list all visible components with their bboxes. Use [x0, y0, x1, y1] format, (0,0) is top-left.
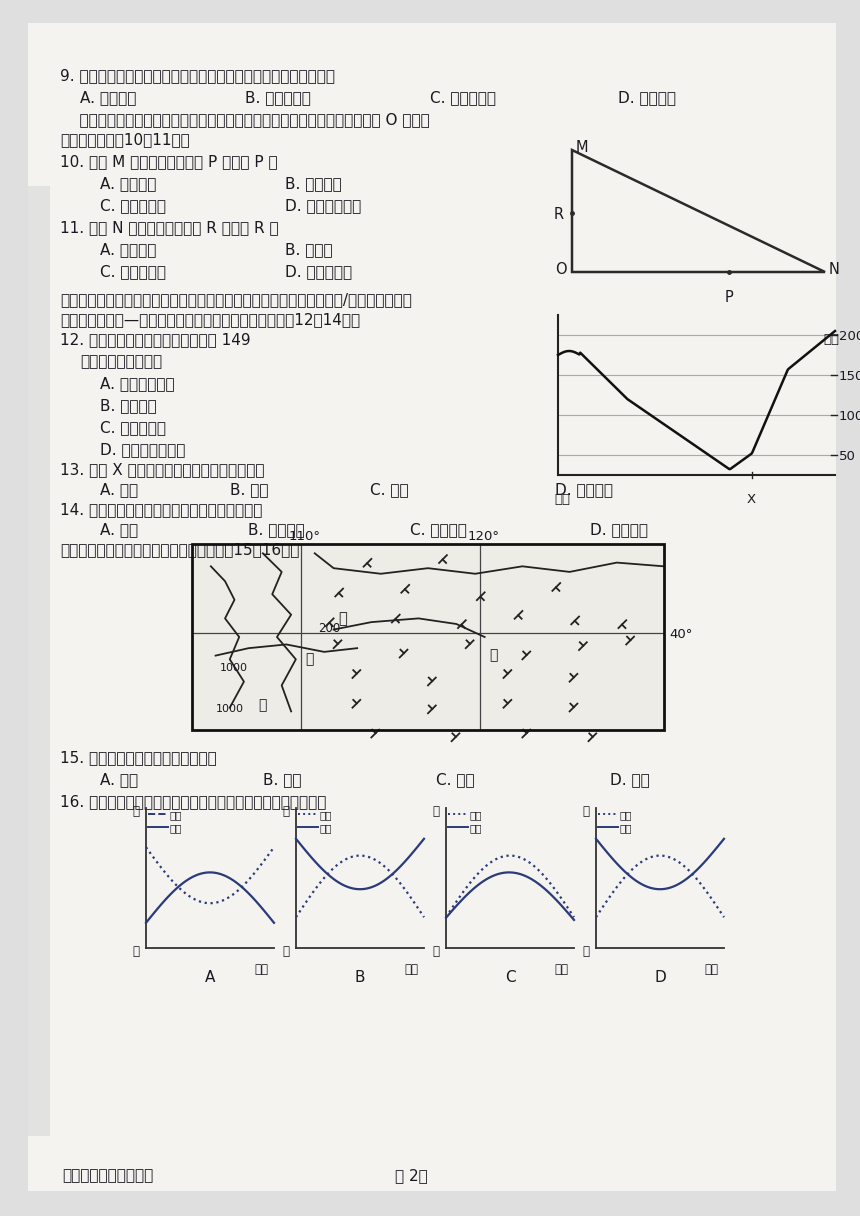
Text: 110°: 110° — [289, 530, 321, 544]
Text: 100: 100 — [839, 410, 860, 423]
Text: 14. 阿里地区有效风功率不及台北，最有可能是: 14. 阿里地区有效风功率不及台北，最有可能是 — [60, 502, 262, 517]
Text: 气温: 气温 — [170, 810, 182, 820]
Text: 气压: 气压 — [620, 823, 632, 833]
Text: C. 汽车制造业: C. 汽车制造业 — [430, 90, 496, 105]
Text: A. 甲地: A. 甲地 — [100, 772, 138, 787]
Text: 9. 模块化施工方式可由全球多地工厂制造，下列企业与其类似的是: 9. 模块化施工方式可由全球多地工厂制造，下列企业与其类似的是 — [60, 68, 335, 83]
Text: 120°: 120° — [468, 530, 500, 544]
Text: 台北: 台北 — [823, 333, 839, 347]
Text: R: R — [554, 208, 564, 223]
Text: 下图为城市三大主要功能区空间分布示意图，三角形边长为相对距离，其中 O 点地租: 下图为城市三大主要功能区空间分布示意图，三角形边长为相对距离，其中 O 点地租 — [60, 112, 430, 126]
Text: B: B — [354, 970, 366, 985]
Text: 气压: 气压 — [170, 823, 182, 833]
Text: C. 大风日数: C. 大风日数 — [410, 522, 467, 537]
Text: B. 海拔: B. 海拔 — [230, 482, 268, 497]
Text: C. 纬度: C. 纬度 — [370, 482, 408, 497]
Text: 1000: 1000 — [220, 663, 249, 672]
Text: 低: 低 — [582, 945, 589, 958]
Text: A. 棉纺工业: A. 棉纺工业 — [80, 90, 137, 105]
Text: 气温: 气温 — [620, 810, 632, 820]
Text: 低: 低 — [432, 945, 439, 958]
Text: 高: 高 — [582, 805, 589, 818]
Text: B. 玩具生产厂: B. 玩具生产厂 — [245, 90, 310, 105]
Text: D: D — [654, 970, 666, 985]
Text: 风能密度，是气流在单位时间内垂直通过单位面积的风能（单位：瓦特/平方米）。下图: 风能密度，是气流在单位时间内垂直通过单位面积的风能（单位：瓦特/平方米）。下图 — [60, 292, 412, 306]
Text: 气温: 气温 — [320, 810, 333, 820]
Text: A. 污染严重: A. 污染严重 — [100, 242, 157, 257]
Text: 150: 150 — [839, 370, 860, 383]
Text: M: M — [576, 140, 588, 154]
Text: C: C — [505, 970, 515, 985]
Text: 200: 200 — [839, 330, 860, 343]
Text: 阿里: 阿里 — [554, 492, 570, 506]
Text: B. 地价低: B. 地价低 — [285, 242, 333, 257]
Text: 10. 若有 M 类的功能区分布在 P 地，则 P 地: 10. 若有 M 类的功能区分布在 P 地，则 P 地 — [60, 154, 278, 169]
Text: P: P — [725, 289, 734, 305]
Text: B. 植被稀少: B. 植被稀少 — [100, 398, 157, 413]
Text: 读我国北方夏季某时刻的风向示意图，回答15～16题。: 读我国北方夏季某时刻的风向示意图，回答15～16题。 — [60, 542, 299, 557]
Text: D. 用地空间大: D. 用地空间大 — [285, 264, 352, 278]
Text: 最高。读图回答10～11题。: 最高。读图回答10～11题。 — [60, 133, 190, 147]
Text: 气压: 气压 — [320, 823, 333, 833]
Text: N: N — [829, 261, 840, 277]
Text: D. 距海远近: D. 距海远近 — [590, 522, 648, 537]
Text: C. 与名校毗邻: C. 与名校毗邻 — [100, 198, 166, 213]
Text: 气压: 气压 — [470, 823, 482, 833]
Text: 第 2页: 第 2页 — [395, 1169, 427, 1183]
FancyBboxPatch shape — [28, 186, 50, 1136]
Text: 高: 高 — [282, 805, 289, 818]
Text: D. 海陆位置: D. 海陆位置 — [555, 482, 613, 497]
FancyBboxPatch shape — [28, 23, 836, 1190]
Text: X: X — [746, 492, 756, 506]
Text: A. 地形: A. 地形 — [100, 482, 138, 497]
Text: 高: 高 — [132, 805, 139, 818]
Text: 乙: 乙 — [489, 648, 498, 663]
Text: A. 地形开阔平坦: A. 地形开阔平坦 — [100, 376, 175, 392]
Text: A. 风速: A. 风速 — [100, 522, 138, 537]
Bar — [192, 544, 664, 730]
Text: 12. 阿里属二类风区，年大风日数在 149: 12. 阿里属二类风区，年大风日数在 149 — [60, 332, 250, 347]
Text: C. 人口密度大: C. 人口密度大 — [100, 264, 166, 278]
Text: 甲: 甲 — [338, 610, 347, 626]
Text: 时间: 时间 — [404, 963, 418, 976]
Text: C. 丙地: C. 丙地 — [436, 772, 475, 787]
Text: 临川一中高三地理考试: 临川一中高三地理考试 — [62, 1169, 153, 1183]
Text: O: O — [555, 261, 567, 277]
Text: C. 昼夜温差大: C. 昼夜温差大 — [100, 420, 166, 435]
Text: 16. 图中天气系统过境前后，丁地天气变化与下列图示相符的是: 16. 图中天气系统过境前后，丁地天气变化与下列图示相符的是 — [60, 794, 327, 809]
Text: 为西藏阿里地区—台北一线有效风功率示意图。读图完成12～14题。: 为西藏阿里地区—台北一线有效风功率示意图。读图完成12～14题。 — [60, 313, 360, 327]
Text: 低: 低 — [132, 945, 139, 958]
Bar — [192, 544, 664, 730]
Text: A. 环境优美: A. 环境优美 — [100, 176, 157, 191]
Text: D. 离冬季风源地近: D. 离冬季风源地近 — [100, 441, 186, 457]
Text: 时间: 时间 — [554, 963, 568, 976]
Text: 40°: 40° — [669, 629, 692, 641]
Text: 天左右，其根本原因: 天左右，其根本原因 — [80, 354, 163, 368]
Text: 1000: 1000 — [216, 704, 243, 714]
Text: 50: 50 — [839, 450, 856, 463]
Text: B. 大气密度: B. 大气密度 — [248, 522, 304, 537]
Text: D. 丁地: D. 丁地 — [610, 772, 650, 787]
Text: B. 乙地: B. 乙地 — [263, 772, 302, 787]
Text: 丁: 丁 — [258, 698, 267, 713]
Text: D. 多低收入家庭: D. 多低收入家庭 — [285, 198, 361, 213]
Text: 时间: 时间 — [704, 963, 718, 976]
Text: 丙: 丙 — [305, 652, 314, 666]
Text: D. 钢铁工业: D. 钢铁工业 — [618, 90, 676, 105]
Text: 11. 若有 N 类的功能区分布在 R 地，则 R 地: 11. 若有 N 类的功能区分布在 R 地，则 R 地 — [60, 220, 279, 235]
Text: 13. 图示 X 地区有效风功率低的主要影响因素: 13. 图示 X 地区有效风功率低的主要影响因素 — [60, 462, 265, 477]
Text: B. 地势较高: B. 地势较高 — [285, 176, 341, 191]
Text: 高: 高 — [432, 805, 439, 818]
Text: A: A — [205, 970, 215, 985]
Text: 气温: 气温 — [470, 810, 482, 820]
Text: 200: 200 — [318, 623, 341, 635]
Text: 15. 此时，图中四地降水最多的点是: 15. 此时，图中四地降水最多的点是 — [60, 750, 217, 765]
Text: 低: 低 — [282, 945, 289, 958]
Text: 时间: 时间 — [254, 963, 268, 976]
